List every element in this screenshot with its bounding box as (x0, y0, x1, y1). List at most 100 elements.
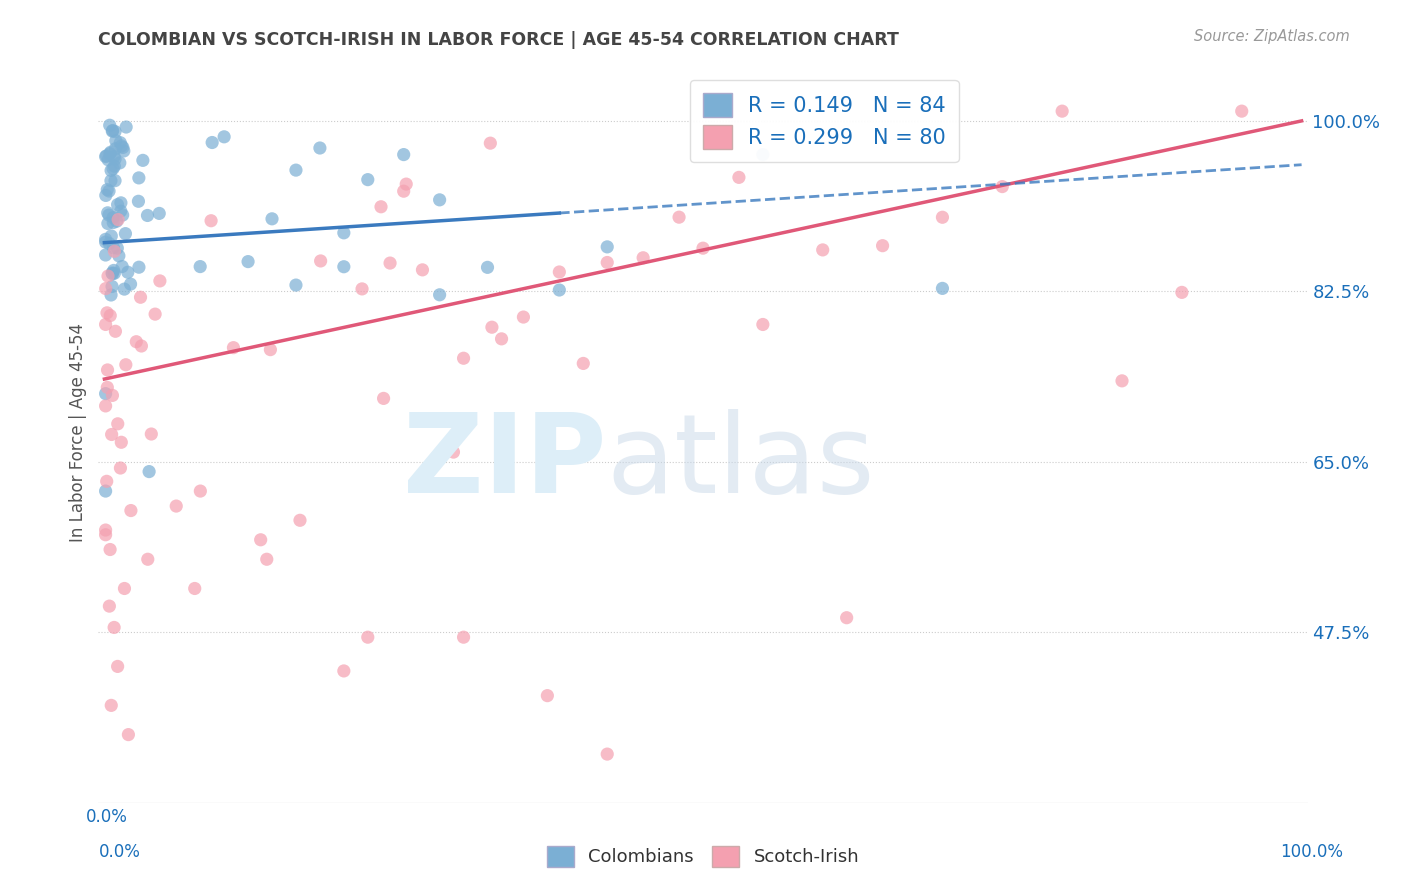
Point (100, 145, 122, 160)
Point (143, 307, 166, 321)
Point (872, 238, 894, 252)
Point (512, 310, 534, 324)
Point (309, 141, 332, 155)
Point (477, 260, 499, 275)
Text: atlas: atlas (606, 409, 875, 516)
Point (103, 215, 125, 229)
Point (481, 320, 503, 334)
Point (141, 427, 163, 442)
Point (108, 156, 131, 170)
Point (284, 163, 307, 178)
Point (97, 269, 120, 284)
Point (201, 136, 224, 150)
Point (96, 149, 118, 163)
Text: 0.0%: 0.0% (86, 807, 128, 826)
Point (128, 170, 150, 185)
Point (112, 144, 135, 158)
Point (101, 123, 124, 137)
Point (107, 197, 129, 211)
Point (453, 630, 475, 644)
Point (148, 206, 170, 220)
Point (94, 188, 117, 202)
Point (98, 118, 121, 132)
Point (131, 339, 153, 353)
Point (111, 260, 134, 274)
Point (105, 241, 128, 255)
Point (98, 309, 121, 323)
Point (114, 358, 136, 372)
Point (96, 380, 118, 394)
Point (392, 184, 415, 198)
Point (373, 392, 395, 406)
Point (114, 582, 136, 596)
Point (596, 747, 619, 761)
Point (103, 244, 125, 259)
Point (259, 343, 281, 357)
Point (117, 728, 139, 742)
Point (1171, 285, 1194, 300)
Point (596, 255, 619, 269)
Point (136, 209, 159, 223)
Point (97, 217, 120, 231)
Point (100, 288, 122, 302)
Point (128, 260, 150, 275)
Point (103, 159, 125, 173)
Point (395, 177, 418, 191)
Point (110, 204, 132, 219)
Point (222, 341, 245, 355)
Point (103, 620, 125, 634)
Point (596, 240, 619, 254)
Point (103, 241, 125, 255)
Point (114, 227, 136, 241)
Point (184, 582, 207, 596)
Point (104, 152, 127, 166)
Text: 0.0%: 0.0% (98, 843, 141, 861)
Point (101, 279, 124, 293)
Point (357, 172, 380, 186)
Point (200, 213, 222, 227)
Point (107, 659, 129, 673)
Point (98, 599, 121, 614)
Point (129, 290, 152, 304)
Point (212, 129, 235, 144)
Point (94, 523, 117, 537)
Point (100, 163, 122, 178)
Point (453, 351, 475, 366)
Point (94, 235, 117, 249)
Point (392, 147, 415, 161)
Point (103, 266, 125, 280)
Point (411, 263, 433, 277)
Point (479, 136, 502, 150)
Point (333, 260, 356, 274)
Point (117, 265, 139, 279)
Text: ZIP: ZIP (404, 409, 606, 516)
Text: 100.0%: 100.0% (1279, 843, 1343, 861)
Point (98, 146, 121, 161)
Point (103, 149, 125, 163)
Point (333, 226, 356, 240)
Point (752, 318, 775, 332)
Point (100, 229, 122, 244)
Point (165, 499, 187, 513)
Point (138, 465, 160, 479)
Point (103, 263, 125, 277)
Point (101, 267, 124, 281)
Point (125, 334, 148, 349)
Point (136, 552, 159, 566)
Point (491, 332, 513, 346)
Point (429, 193, 451, 207)
Point (443, 445, 465, 459)
Point (107, 417, 129, 431)
Point (104, 124, 127, 138)
Point (96, 363, 118, 377)
Text: Source: ZipAtlas.com: Source: ZipAtlas.com (1194, 29, 1350, 44)
Point (101, 266, 124, 280)
Point (333, 664, 356, 678)
Point (94, 527, 117, 541)
Point (105, 214, 128, 228)
Point (111, 140, 134, 154)
Point (94, 318, 117, 332)
Point (284, 278, 307, 293)
Point (127, 194, 149, 209)
Point (107, 212, 129, 227)
